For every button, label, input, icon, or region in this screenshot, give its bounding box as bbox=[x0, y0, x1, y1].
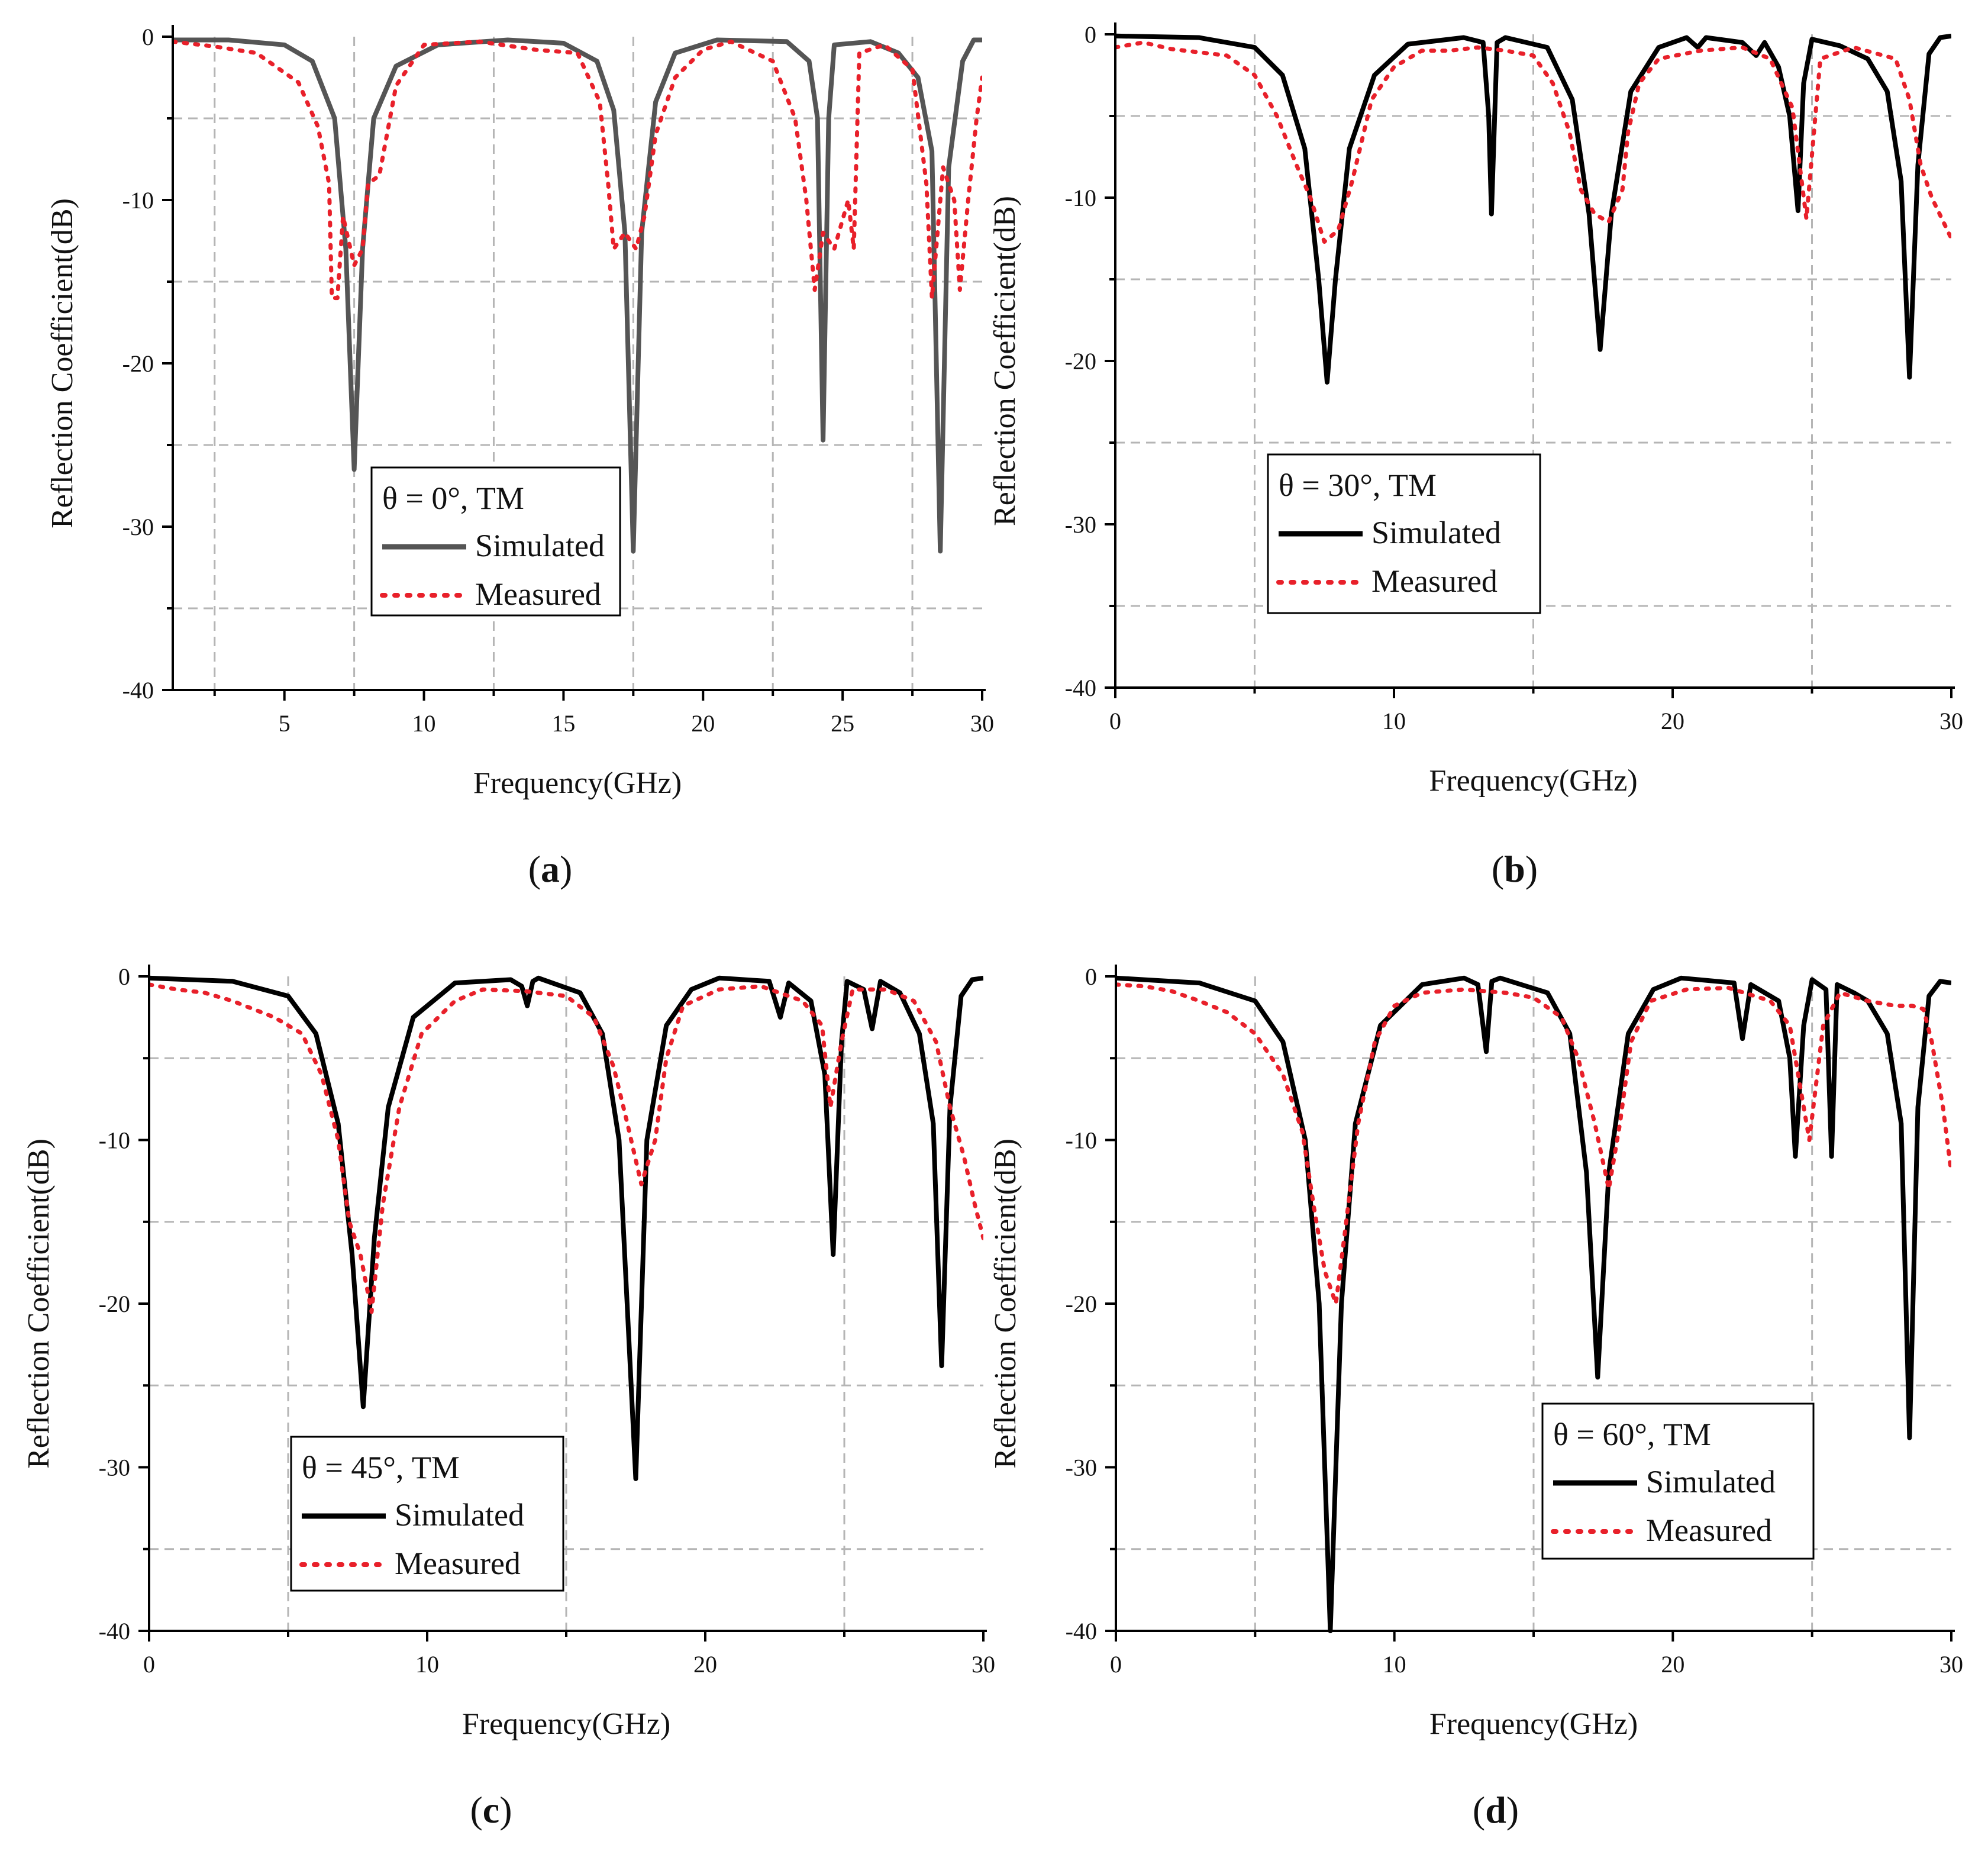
legend-frame bbox=[370, 466, 621, 617]
y-tick-label: 0 bbox=[1085, 21, 1096, 48]
x-axis-title: Frequency(GHz) bbox=[1429, 1707, 1638, 1741]
x-tick-label: 0 bbox=[1110, 1651, 1122, 1678]
x-tick-label: 20 bbox=[691, 710, 715, 737]
y-tick-label: -10 bbox=[1065, 185, 1096, 211]
y-tick-label: 0 bbox=[118, 963, 130, 990]
legend-label-measured: Measured bbox=[395, 1546, 521, 1581]
legend-label-simulated: Simulated bbox=[1646, 1464, 1776, 1499]
x-tick-label: 30 bbox=[1939, 1651, 1963, 1678]
legend-title: θ = 0°, TM bbox=[382, 481, 524, 516]
legend-title: θ = 45°, TM bbox=[302, 1450, 460, 1485]
y-tick-label: -20 bbox=[1066, 1291, 1097, 1317]
y-axis-title: Reflection Coefficient(dB) bbox=[989, 1139, 1022, 1469]
x-axis-title: Frequency(GHz) bbox=[1429, 764, 1637, 798]
legend: θ = 0°, TM Simulated Measured bbox=[370, 466, 621, 617]
x-tick-label: 10 bbox=[415, 1651, 439, 1678]
series-line-simulated bbox=[149, 975, 983, 1481]
series-line-measured bbox=[1115, 40, 1951, 244]
legend-label-simulated: Simulated bbox=[395, 1497, 524, 1533]
legend-title: θ = 60°, TM bbox=[1553, 1417, 1711, 1452]
series-line-measured bbox=[173, 39, 982, 301]
panel-label: (a) bbox=[528, 848, 573, 890]
legend-label-measured: Measured bbox=[475, 576, 601, 612]
x-tick-label: 0 bbox=[143, 1651, 155, 1678]
y-tick-label: -20 bbox=[122, 350, 154, 377]
legend-label-simulated: Simulated bbox=[1371, 515, 1501, 550]
y-tick-label: -20 bbox=[1065, 348, 1096, 375]
series-line-simulated bbox=[1115, 33, 1951, 385]
y-tick-label: -10 bbox=[1066, 1127, 1097, 1154]
x-tick-label: 30 bbox=[972, 1651, 995, 1678]
x-axis-title: Frequency(GHz) bbox=[473, 766, 682, 800]
x-tick-label: 10 bbox=[412, 710, 436, 737]
y-tick-label: -30 bbox=[1065, 511, 1096, 538]
y-tick-label: -40 bbox=[122, 677, 154, 704]
y-tick-label: -30 bbox=[122, 514, 154, 540]
x-axis-title: Frequency(GHz) bbox=[462, 1707, 670, 1741]
x-tick-label: 10 bbox=[1382, 708, 1406, 734]
y-tick-label: -40 bbox=[1065, 675, 1096, 701]
panel-label: (d) bbox=[1473, 1789, 1519, 1831]
x-tick-label: 20 bbox=[1661, 1651, 1684, 1678]
y-tick-label: -30 bbox=[99, 1455, 130, 1481]
y-tick-label: -20 bbox=[99, 1291, 130, 1317]
panel-c: 0 -10 -20 -30 -40 0 10 20 30 Frequency(GHz) Reflec… bbox=[22, 963, 995, 1831]
legend: θ = 60°, TM Simulated Measured bbox=[1541, 1402, 1815, 1560]
y-tick-label: -40 bbox=[1066, 1618, 1097, 1644]
x-tick-label: 15 bbox=[551, 710, 575, 737]
legend-title: θ = 30°, TM bbox=[1279, 467, 1437, 503]
x-tick-label: 30 bbox=[1939, 708, 1963, 734]
x-tick-label: 30 bbox=[970, 710, 994, 737]
panel-label: (c) bbox=[470, 1789, 512, 1831]
series-line-simulated bbox=[173, 37, 982, 554]
x-tick-label: 20 bbox=[1661, 708, 1684, 734]
panel-b: 0 -10 -20 -30 -40 0 10 20 30 Frequency(GHz) Reflec… bbox=[988, 21, 1963, 890]
legend-label-measured: Measured bbox=[1371, 563, 1498, 599]
y-tick-label: -10 bbox=[99, 1127, 130, 1154]
legend: θ = 45°, TM Simulated Measured bbox=[290, 1436, 564, 1592]
series-line-measured bbox=[149, 982, 983, 1314]
y-axis-title: Reflection Coefficient(dB) bbox=[22, 1139, 56, 1469]
y-tick-label: -30 bbox=[1066, 1455, 1097, 1481]
x-tick-label: 20 bbox=[693, 1651, 717, 1678]
panel-a: 0 -10 -20 -30 -40 5 10 15 20 25 30 Frequency(GHz) Re… bbox=[46, 24, 994, 890]
x-tick-label: 25 bbox=[831, 710, 854, 737]
legend-label-measured: Measured bbox=[1646, 1513, 1772, 1548]
y-axis-title: Reflection Coefficient(dB) bbox=[46, 198, 79, 528]
y-tick-label: 0 bbox=[1085, 963, 1097, 990]
panel-label: (b) bbox=[1492, 848, 1538, 890]
y-axis-title: Reflection Coefficient(dB) bbox=[988, 196, 1022, 526]
panel-d: 0 -10 -20 -30 -40 0 10 20 30 Frequency(GHz) Reflec… bbox=[989, 963, 1963, 1831]
y-tick-label: -10 bbox=[122, 187, 154, 214]
series-line-measured bbox=[1116, 982, 1951, 1306]
y-tick-label: 0 bbox=[142, 24, 154, 50]
x-tick-label: 0 bbox=[1109, 708, 1121, 734]
x-tick-label: 10 bbox=[1383, 1651, 1406, 1678]
legend-label-simulated: Simulated bbox=[475, 528, 605, 563]
x-tick-label: 5 bbox=[279, 710, 291, 737]
legend: θ = 30°, TM Simulated Measured bbox=[1267, 453, 1541, 614]
y-tick-label: -40 bbox=[99, 1618, 130, 1644]
